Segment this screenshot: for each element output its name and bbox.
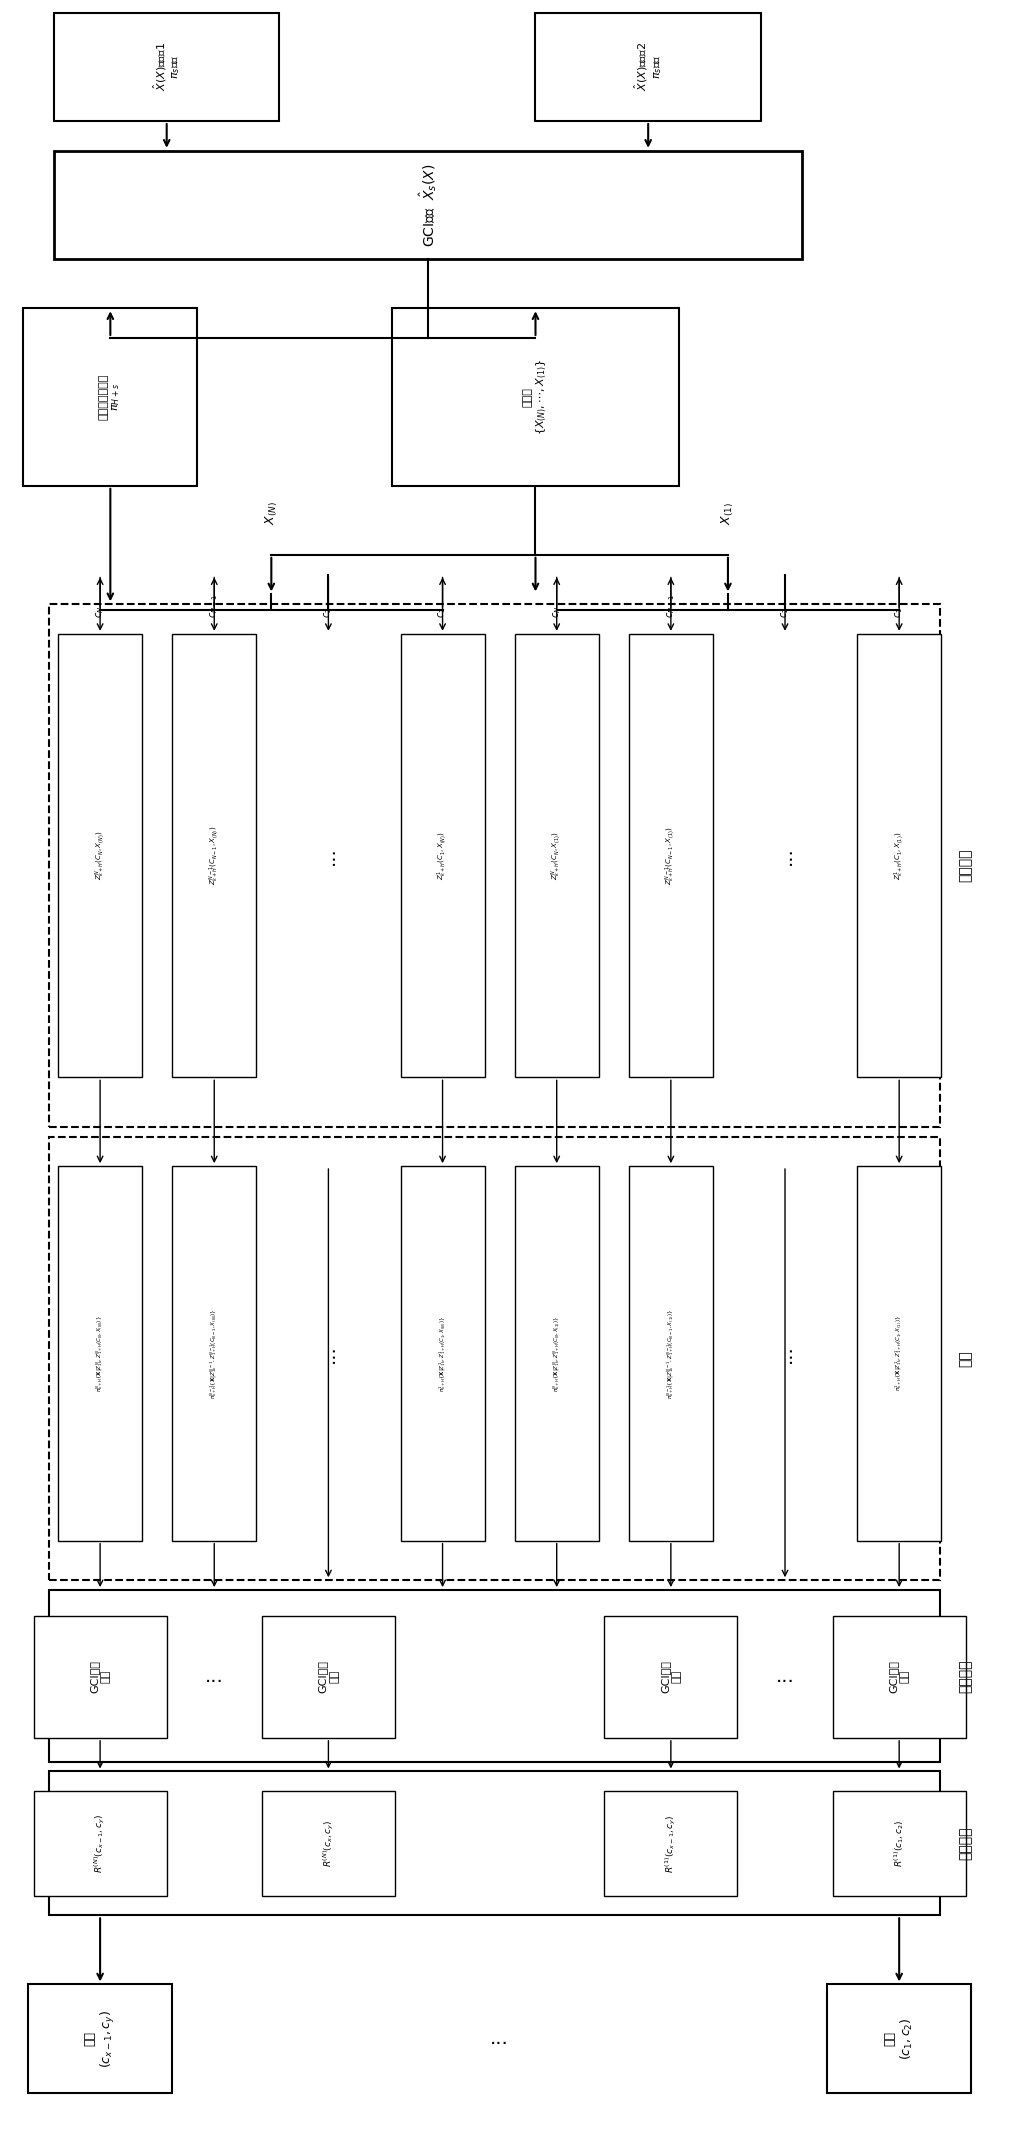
Text: $X_{(1)}$: $X_{(1)}$ <box>720 502 736 525</box>
Text: GCI融合  $\hat{X}_s(X)$: GCI融合 $\hat{X}_s(X)$ <box>417 162 439 248</box>
Bar <box>29 1983 172 2092</box>
Bar <box>629 1166 713 1541</box>
Text: ...: ... <box>319 1345 338 1362</box>
Text: $\hat{X}(X)$传感器2
$\pi_s$预测: $\hat{X}(X)$传感器2 $\pi_s$预测 <box>632 43 663 92</box>
Text: 输出
$(c_{x-1},c_y)$: 输出 $(c_{x-1},c_y)$ <box>83 2009 116 2067</box>
Bar <box>24 307 198 487</box>
Bar <box>48 1136 940 1580</box>
Text: GCI融合
导引: GCI融合 导引 <box>660 1661 682 1693</box>
Text: $\pi_{k+H}^{N-1}\{\mathbf{X}|Z_{1k}^{N-1},Z_{1+H}^{N-1}(C_{N-1},X_{(N)})\}$: $\pi_{k+H}^{N-1}\{\mathbf{X}|Z_{1k}^{N-1… <box>209 1309 219 1398</box>
Bar <box>48 1591 940 1761</box>
Text: 预测更新: 预测更新 <box>959 848 972 882</box>
Text: $c_N$: $c_N$ <box>94 606 106 617</box>
Text: $Z_{k+H}^{N-1}(C_{N-1},X_{(1)})$: $Z_{k+H}^{N-1}(C_{N-1},X_{(1)})$ <box>664 826 678 884</box>
Bar <box>48 604 940 1127</box>
Text: $c_N$: $c_N$ <box>551 606 562 617</box>
Text: $Z_{k+H}^1(C_1,X_{(N)})$: $Z_{k+H}^1(C_1,X_{(N)})$ <box>436 831 449 880</box>
Text: $R^{(N)}(c_{x-1},c_y)$: $R^{(N)}(c_{x-1},c_y)$ <box>93 1815 107 1872</box>
Text: $\pi_{k+H}^1\{\mathbf{X}|Z_{1k}^1,Z_{1+H}^1(C_1,X_{(1)})\}$: $\pi_{k+H}^1\{\mathbf{X}|Z_{1k}^1,Z_{1+H… <box>894 1315 904 1392</box>
Text: $c_1$: $c_1$ <box>437 606 448 617</box>
Bar <box>392 307 679 487</box>
Text: $X_{(N)}$: $X_{(N)}$ <box>263 502 279 525</box>
Bar <box>262 1791 394 1896</box>
Bar <box>262 1616 394 1738</box>
Bar <box>54 13 279 122</box>
Bar <box>827 1983 971 2092</box>
Text: $c_2$: $c_2$ <box>779 606 791 617</box>
Text: $\pi_{k+H}^1\{\mathbf{X}|Z_{1k}^1,Z_{1+H}^1(C_1,X_{(N)})\}$: $\pi_{k+H}^1\{\mathbf{X}|Z_{1k}^1,Z_{1+H… <box>438 1315 448 1392</box>
Bar <box>172 1166 256 1541</box>
Text: 更新: 更新 <box>959 1349 972 1366</box>
Text: ...: ... <box>490 2028 509 2047</box>
Text: $c_{N-1}$: $c_{N-1}$ <box>665 594 677 617</box>
Text: 自适应角度控制
$\pi_{H+s}$: 自适应角度控制 $\pi_{H+s}$ <box>99 374 122 421</box>
Text: 计算输出: 计算输出 <box>959 1828 972 1860</box>
Text: GCI融合
导引: GCI融合 导引 <box>317 1661 339 1693</box>
Bar <box>34 1616 167 1738</box>
Text: $c_1$: $c_1$ <box>893 606 905 617</box>
Text: $\pi_{k+H}^{N-1}\{\mathbf{X}|Z_{1k}^{N-1},Z_{1+H}^{N-1}(C_{N-1},X_{(1)})\}$: $\pi_{k+H}^{N-1}\{\mathbf{X}|Z_{1k}^{N-1… <box>665 1309 676 1398</box>
Bar <box>34 1791 167 1896</box>
Text: $Z_{k+H}^N(C_N,X_{(1)})$: $Z_{k+H}^N(C_N,X_{(1)})$ <box>550 831 563 880</box>
Bar <box>58 634 142 1078</box>
Text: ...: ... <box>319 845 338 865</box>
Bar <box>401 1166 484 1541</box>
Text: $\hat{X}(X)$传感器1
$\pi_s$预测: $\hat{X}(X)$传感器1 $\pi_s$预测 <box>151 43 182 92</box>
Text: GCI融合
导引: GCI融合 导引 <box>90 1661 111 1693</box>
Text: ...: ... <box>776 845 794 865</box>
Text: $Z_{k+H}^N(C_N,X_{(N)})$: $Z_{k+H}^N(C_N,X_{(N)})$ <box>94 831 107 880</box>
Text: $Z_{k+H}^1(C_1,X_{(1)})$: $Z_{k+H}^1(C_1,X_{(1)})$ <box>893 831 905 880</box>
Text: ...: ... <box>776 1667 794 1687</box>
Bar <box>515 1166 598 1541</box>
Text: $R^{(N)}(c_x,c_y)$: $R^{(N)}(c_x,c_y)$ <box>321 1819 336 1868</box>
Bar <box>536 13 761 122</box>
Bar <box>857 634 941 1078</box>
Bar <box>172 634 256 1078</box>
Text: ...: ... <box>776 1345 794 1362</box>
Text: $R^{(1)}(c_1,c_2)$: $R^{(1)}(c_1,c_2)$ <box>892 1819 906 1868</box>
Text: $c_2$: $c_2$ <box>322 606 335 617</box>
Text: ...: ... <box>205 1667 224 1687</box>
Bar <box>605 1791 737 1896</box>
Text: $\pi_{k+H}^N\{\mathbf{X}|Z_{1k}^N,Z_{1+H}^N(C_N,X_{(1)})\}$: $\pi_{k+H}^N\{\mathbf{X}|Z_{1k}^N,Z_{1+H… <box>551 1315 561 1392</box>
Text: 分步融合: 分步融合 <box>959 1659 972 1693</box>
Bar <box>832 1616 966 1738</box>
Bar <box>515 634 598 1078</box>
Text: 量测集
$\{X_{(N)},\cdots,X_{(1)}\}$: 量测集 $\{X_{(N)},\cdots,X_{(1)}\}$ <box>522 359 549 436</box>
Text: $R^{(1)}(c_{x-1},c_y)$: $R^{(1)}(c_{x-1},c_y)$ <box>663 1815 678 1872</box>
Bar <box>48 1772 940 1915</box>
Bar <box>605 1616 737 1738</box>
Bar <box>832 1791 966 1896</box>
Bar <box>629 634 713 1078</box>
Text: GCI融合
导引: GCI融合 导引 <box>888 1661 909 1693</box>
Text: $c_{N-1}$: $c_{N-1}$ <box>208 594 220 617</box>
Bar <box>401 634 484 1078</box>
Text: $Z_{k+H}^{N-1}(C_{N-1},X_{(N)})$: $Z_{k+H}^{N-1}(C_{N-1},X_{(N)})$ <box>208 826 220 886</box>
Bar <box>857 1166 941 1541</box>
Bar <box>58 1166 142 1541</box>
Text: $\pi_{k+H}^N\{\mathbf{X}|Z_{1k}^N,Z_{1+H}^N(C_N,X_{(N)})\}$: $\pi_{k+H}^N\{\mathbf{X}|Z_{1k}^N,Z_{1+H… <box>95 1315 105 1392</box>
Text: 输出
$(c_1,c_2)$: 输出 $(c_1,c_2)$ <box>884 2018 915 2060</box>
Bar <box>54 152 801 258</box>
